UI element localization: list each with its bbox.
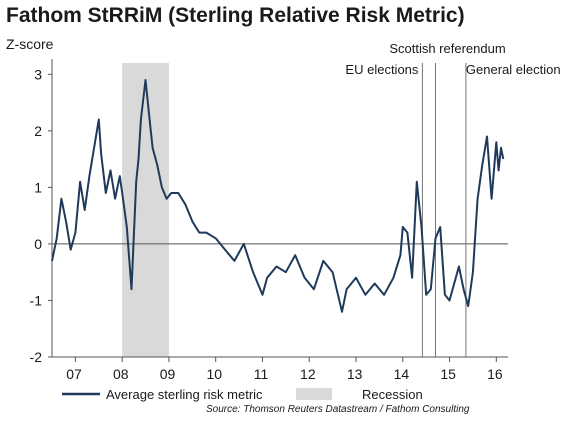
event-marker-label: General election	[466, 62, 561, 77]
series-line	[51, 79, 505, 313]
x-tick-label: 12	[300, 366, 316, 382]
event-marker-label: Scottish referendum	[389, 41, 505, 56]
source-note: Source: Thomson Reuters Datastream / Fat…	[206, 404, 470, 415]
x-tick-label: 15	[440, 366, 456, 382]
legend-swatch-recession	[296, 388, 332, 400]
x-tick-label: 11	[254, 366, 269, 382]
x-tick-label: 13	[347, 366, 363, 382]
y-tick-label: 2	[34, 123, 42, 139]
x-tick-label: 14	[394, 366, 410, 382]
y-tick-label: -2	[30, 349, 43, 365]
y-tick-label: -1	[30, 292, 43, 308]
recession-band	[122, 63, 169, 357]
y-tick-label: 0	[34, 236, 42, 252]
x-tick-label: 16	[487, 366, 503, 382]
x-tick-label: 09	[160, 366, 176, 382]
chart-title: Fathom StRRiM (Sterling Relative Risk Me…	[6, 4, 465, 27]
legend-label-recession: Recession	[362, 387, 423, 402]
x-tick-label: 07	[66, 366, 82, 382]
x-tick-label: 10	[207, 366, 223, 382]
y-tick-label: 3	[34, 66, 42, 82]
legend-label-series: Average sterling risk metric	[106, 387, 263, 402]
y-axis-label: Z-score	[6, 36, 54, 52]
x-tick-label: 08	[113, 366, 129, 382]
event-marker-label: EU elections	[345, 62, 418, 77]
y-tick-label: 1	[34, 179, 42, 195]
